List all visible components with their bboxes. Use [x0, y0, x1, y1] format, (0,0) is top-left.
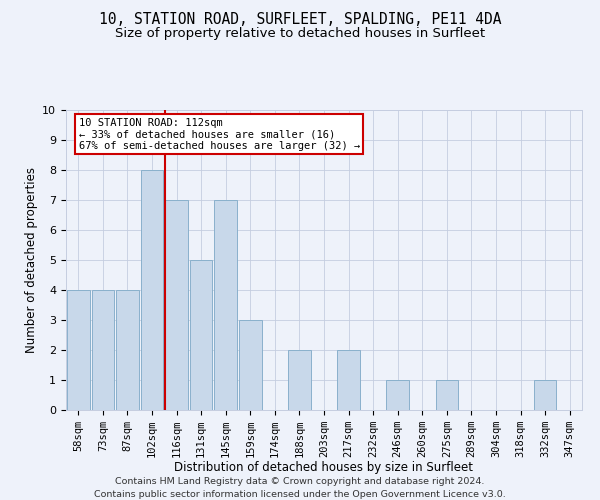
Bar: [140, 170, 163, 410]
Bar: [534, 380, 556, 410]
Bar: [436, 380, 458, 410]
Bar: [386, 380, 409, 410]
Bar: [190, 260, 212, 410]
Bar: [67, 290, 89, 410]
Bar: [214, 200, 237, 410]
Text: Size of property relative to detached houses in Surfleet: Size of property relative to detached ho…: [115, 28, 485, 40]
Bar: [337, 350, 360, 410]
Bar: [165, 200, 188, 410]
Text: 10 STATION ROAD: 112sqm
← 33% of detached houses are smaller (16)
67% of semi-de: 10 STATION ROAD: 112sqm ← 33% of detache…: [79, 118, 360, 150]
Text: Contains HM Land Registry data © Crown copyright and database right 2024.: Contains HM Land Registry data © Crown c…: [115, 478, 485, 486]
Bar: [92, 290, 114, 410]
Text: Contains public sector information licensed under the Open Government Licence v3: Contains public sector information licen…: [94, 490, 506, 499]
Bar: [288, 350, 311, 410]
X-axis label: Distribution of detached houses by size in Surfleet: Distribution of detached houses by size …: [175, 462, 473, 474]
Bar: [116, 290, 139, 410]
Bar: [239, 320, 262, 410]
Text: 10, STATION ROAD, SURFLEET, SPALDING, PE11 4DA: 10, STATION ROAD, SURFLEET, SPALDING, PE…: [99, 12, 501, 28]
Y-axis label: Number of detached properties: Number of detached properties: [25, 167, 38, 353]
